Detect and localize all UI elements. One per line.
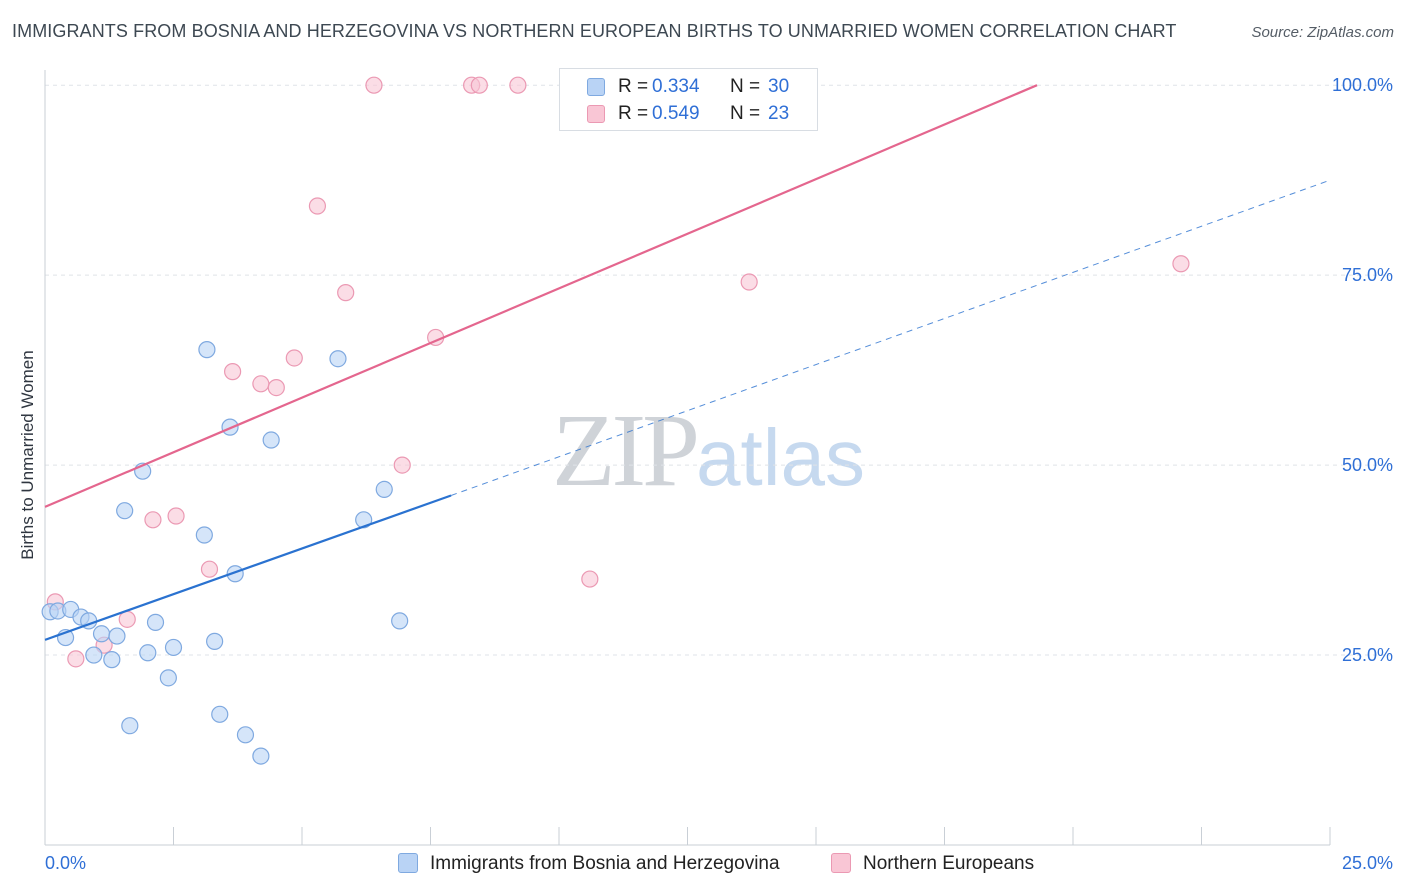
northern-europeans-point bbox=[740, 273, 758, 291]
x-tick-label: 25.0% bbox=[1342, 853, 1393, 873]
n-value: 30 bbox=[768, 76, 790, 97]
northern-europeans-point bbox=[337, 284, 355, 302]
n-label: N = bbox=[730, 103, 761, 124]
pink-swatch bbox=[831, 853, 851, 873]
r-label: R = bbox=[618, 103, 649, 124]
stats-legend: R = 0.334 N = 30 R = 0.549 N = 23 bbox=[559, 68, 818, 131]
bosnia-point bbox=[139, 644, 157, 662]
northern-europeans-point bbox=[67, 650, 85, 668]
northern-europeans-point bbox=[144, 511, 162, 529]
bosnia-point bbox=[198, 341, 216, 359]
bosnia-point bbox=[329, 350, 347, 368]
bosnia-point bbox=[103, 651, 121, 669]
northern-europeans-point bbox=[308, 197, 327, 215]
northern-europeans-point bbox=[285, 349, 303, 367]
watermark-atlas: atlas bbox=[696, 413, 865, 502]
northern-europeans-trend-line bbox=[44, 84, 1038, 508]
northern-europeans-point bbox=[200, 560, 219, 578]
bosnia-point bbox=[206, 632, 224, 650]
northern-europeans-point bbox=[509, 76, 527, 94]
northern-europeans-point bbox=[267, 378, 285, 397]
bosnia-point bbox=[121, 717, 139, 735]
legend-row-blue: R = 0.334 N = 30 bbox=[560, 73, 817, 100]
bosnia-point bbox=[375, 480, 393, 499]
bosnia-point bbox=[391, 612, 409, 630]
legend-row-pink: R = 0.549 N = 23 bbox=[560, 100, 817, 127]
northern-europeans-point bbox=[224, 363, 242, 381]
bosnia-point bbox=[355, 511, 373, 529]
y-tick-label: 75.0% bbox=[1342, 265, 1393, 285]
northern-europeans-point bbox=[167, 507, 185, 525]
n-value: 23 bbox=[768, 103, 790, 124]
bosnia-point bbox=[211, 705, 229, 723]
legend-label: Northern Europeans bbox=[863, 853, 1035, 874]
r-label: R = bbox=[618, 76, 649, 97]
northern-europeans-point bbox=[1172, 255, 1190, 273]
blue-swatch bbox=[587, 78, 605, 96]
source-credit: Source: ZipAtlas.com bbox=[1251, 24, 1394, 41]
northern-europeans-point bbox=[581, 570, 599, 588]
x-tick-label: 0.0% bbox=[45, 853, 86, 873]
bosnia-point bbox=[195, 526, 213, 544]
legend-label: Immigrants from Bosnia and Herzegovina bbox=[430, 853, 780, 874]
northern-europeans-point bbox=[252, 375, 270, 393]
bosnia-point bbox=[164, 638, 183, 657]
y-tick-label: 100.0% bbox=[1332, 75, 1393, 95]
y-tick-label: 50.0% bbox=[1342, 455, 1393, 475]
northern-europeans-point bbox=[470, 76, 488, 94]
r-value: 0.549 bbox=[652, 103, 700, 124]
y-tick-label: 25.0% bbox=[1342, 645, 1393, 665]
bosnia-point bbox=[159, 669, 177, 687]
bosnia-point bbox=[146, 613, 165, 631]
bosnia-point bbox=[85, 646, 103, 664]
y-axis-label: Births to Unmarried Women bbox=[18, 350, 37, 560]
bosnia-point bbox=[252, 747, 270, 765]
northern-europeans-point bbox=[365, 76, 383, 94]
r-value: 0.334 bbox=[652, 76, 700, 97]
bosnia-trend-line bbox=[44, 494, 452, 641]
bosnia-point bbox=[92, 625, 111, 643]
chart-title: IMMIGRANTS FROM BOSNIA AND HERZEGOVINA V… bbox=[12, 21, 1177, 41]
northern-europeans-point bbox=[393, 456, 411, 474]
bosnia-point bbox=[108, 627, 126, 645]
pink-swatch bbox=[587, 105, 605, 123]
bosnia-trend-extension bbox=[450, 179, 1331, 496]
bosnia-point bbox=[236, 726, 255, 744]
bosnia-point bbox=[116, 502, 134, 520]
n-label: N = bbox=[730, 76, 761, 97]
bosnia-point bbox=[262, 431, 280, 449]
blue-swatch bbox=[398, 853, 418, 873]
